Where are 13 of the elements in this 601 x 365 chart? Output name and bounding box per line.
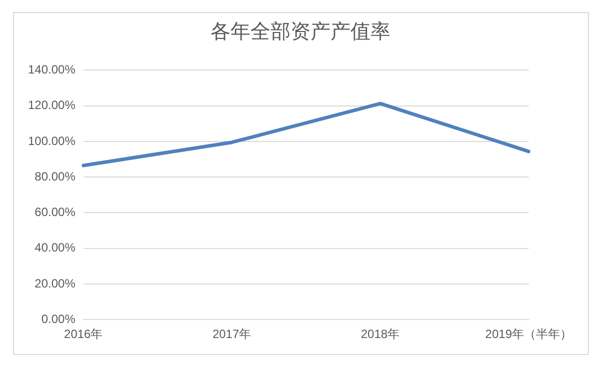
x-tick-label: 2017年 bbox=[212, 327, 252, 342]
y-tick-label: 80.00% bbox=[34, 169, 76, 184]
y-tick-label: 40.00% bbox=[34, 240, 76, 255]
y-tick-label: 60.00% bbox=[34, 205, 76, 220]
y-tick-label: 100.00% bbox=[28, 134, 76, 148]
x-tick-label: 2018年 bbox=[360, 327, 400, 342]
chart-title: 各年全部资产产值率 bbox=[210, 18, 392, 45]
x-tick-label: 2019年（半年） bbox=[485, 327, 572, 342]
y-tick-label: 0.00% bbox=[41, 312, 76, 326]
y-tick-label: 20.00% bbox=[34, 276, 76, 290]
x-tick-label: 2016年 bbox=[64, 327, 103, 342]
y-tick-label: 140.00% bbox=[28, 62, 76, 77]
y-tick-label: 120.00% bbox=[28, 98, 76, 112]
